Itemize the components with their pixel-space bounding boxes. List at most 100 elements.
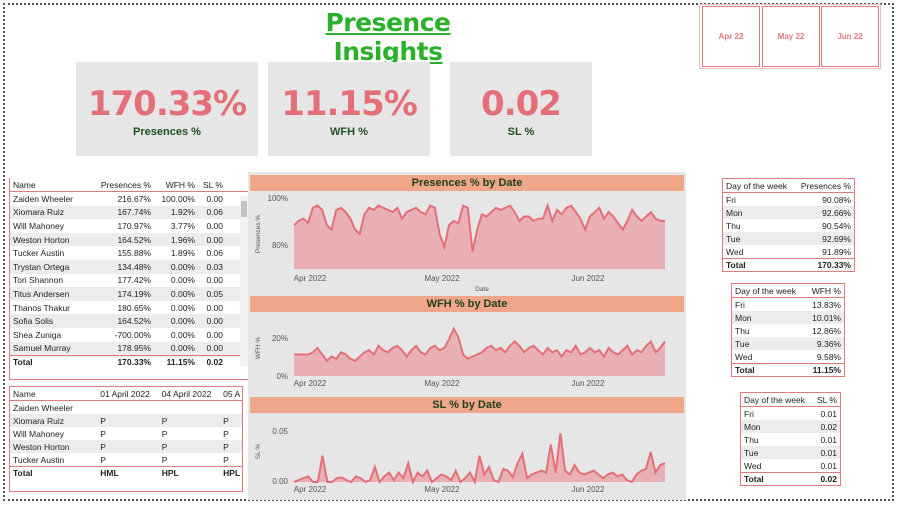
- table-row[interactable]: Tue 0.01: [741, 446, 840, 459]
- table-cell: 3.77%: [170, 220, 195, 231]
- table-cell: P: [161, 415, 168, 426]
- table-cell: 155.88%: [117, 248, 151, 259]
- table-row[interactable]: Will Mahoney 170.97% 3.77% 0.00: [10, 219, 249, 233]
- x-axis-label: Date: [475, 286, 489, 293]
- table-cell: Weston Horton: [13, 441, 70, 452]
- table-cell: 216.67%: [117, 193, 151, 204]
- table-header: Day of the week Presences %: [723, 179, 854, 193]
- column-header: Name: [13, 179, 36, 190]
- table-row[interactable]: Tori Shannon 177.42% 0.00% 0.00: [10, 274, 249, 288]
- table-cell: P: [100, 415, 106, 426]
- slicer-apr[interactable]: Apr 22: [702, 6, 760, 67]
- table-cell: Fri: [726, 194, 736, 205]
- table-row[interactable]: Zaiden Wheeler: [10, 401, 242, 414]
- table-total-row: Total 11.15%: [732, 363, 844, 376]
- table-cell: 180.65%: [117, 302, 151, 313]
- table-cell: 164.52%: [117, 234, 151, 245]
- table-cell: 177.42%: [117, 275, 151, 286]
- total-cell: HML: [100, 468, 119, 478]
- column-header: 01 April 2022: [100, 388, 150, 399]
- table-row[interactable]: Shea Zuniga -700.00% 0.00% 0.00: [10, 328, 249, 342]
- x-tick-label: May 2022: [424, 379, 460, 388]
- employee-table: Name Presences % WFH % SL % Zaiden Wheeler 21…: [9, 178, 249, 380]
- table-cell: Mon: [726, 207, 743, 218]
- y-tick-label: 100%: [268, 194, 288, 203]
- y-tick-label: 0.05: [272, 427, 288, 436]
- table-row[interactable]: Titus Andersen 174.19% 0.00% 0.05: [10, 287, 249, 301]
- chart-series-line[interactable]: [294, 326, 666, 363]
- table-row[interactable]: Mon 10.01%: [732, 311, 844, 324]
- kpi-presences-label: Presences %: [133, 126, 201, 138]
- table-cell: P: [161, 441, 168, 452]
- table-row[interactable]: Weston Horton 164.52% 1.96% 0.00: [10, 232, 249, 247]
- table-cell: 0.00: [206, 343, 223, 354]
- table-cell: 0.00: [206, 234, 223, 245]
- table-cell: 0.00%: [170, 316, 195, 327]
- table-cell: Sofia Solis: [13, 316, 54, 327]
- table-cell: 0.00%: [170, 275, 195, 286]
- table-row[interactable]: Thu 12.86%: [732, 324, 844, 337]
- column-header: Day of the week: [744, 394, 805, 405]
- table-cell: Thu: [726, 220, 741, 231]
- y-axis-label: SL %: [255, 444, 262, 460]
- chart-series-line[interactable]: [293, 433, 666, 486]
- slicer-may[interactable]: May 22: [762, 6, 820, 67]
- chart-title-sl: SL % by Date: [250, 397, 684, 413]
- table-row[interactable]: Weston Horton P P P: [10, 440, 242, 453]
- table-cell: P: [223, 454, 229, 465]
- table-row[interactable]: Xiomara Ruiz P P P: [10, 414, 242, 427]
- table-row[interactable]: Zaiden Wheeler 216.67% 100.00% 0.00: [10, 192, 249, 206]
- table-cell: Wed: [744, 460, 762, 471]
- total-cell: 0.02: [206, 357, 223, 368]
- table-cell: Mon: [744, 421, 761, 432]
- table-cell: 0.02: [820, 421, 837, 432]
- table-row[interactable]: Fri 90.08%: [723, 193, 854, 206]
- table-cell: Tue: [744, 447, 759, 458]
- table-row[interactable]: Tue 9.36%: [732, 337, 844, 350]
- table-row[interactable]: Xiomara Ruiz 167.74% 1.92% 0.06: [10, 205, 249, 220]
- table-cell: Tue: [726, 233, 741, 244]
- table-row[interactable]: Trystan Ortega 134.48% 0.00% 0.03: [10, 259, 249, 274]
- table-row[interactable]: Tucker Austin 155.88% 1.89% 0.06: [10, 246, 249, 260]
- table-row[interactable]: Mon 92.66%: [723, 206, 854, 219]
- sl-chart: 0.05 0.00 Apr 2022 May 2022 Jun 2022 SL %: [255, 427, 666, 494]
- dow-wfh-table: Day of the week WFH % Fri 13.83% Mon 10.01% Th…: [731, 283, 845, 377]
- attendance-table: Name 01 April 2022 04 April 2022 05 A Zaiden…: [9, 386, 243, 492]
- table-row[interactable]: Wed 0.01: [741, 459, 840, 472]
- table-row[interactable]: Tucker Austin P P P: [10, 453, 242, 466]
- total-cell: 11.15%: [812, 365, 841, 375]
- table-row[interactable]: Thanos Thakur 180.65% 0.00% 0.00: [10, 301, 249, 315]
- scrollbar-thumb[interactable]: [241, 201, 247, 217]
- table-cell: 0.00: [206, 220, 223, 231]
- chart-series-line[interactable]: [293, 202, 665, 252]
- table-cell: Fri: [744, 408, 754, 419]
- table-cell: Mon: [735, 312, 752, 323]
- table-row[interactable]: Mon 0.02: [741, 420, 840, 433]
- kpi-presences-value: 170.33%: [87, 84, 247, 124]
- table-cell: Thu: [744, 434, 759, 445]
- x-tick-label: May 2022: [424, 274, 460, 283]
- slicer-jun[interactable]: Jun 22: [821, 6, 879, 67]
- table-row[interactable]: Sofia Solis 164.52% 0.00% 0.00: [10, 314, 249, 328]
- table-row[interactable]: Tue 92.69%: [723, 232, 854, 245]
- table-row[interactable]: Thu 0.01: [741, 433, 840, 446]
- employee-table-scrollbar[interactable]: [240, 196, 248, 366]
- table-cell: P: [100, 441, 106, 452]
- y-tick-label: 80%: [272, 241, 288, 250]
- table-row[interactable]: Wed 91.89%: [723, 245, 854, 258]
- y-tick-label: 0%: [276, 372, 288, 381]
- total-cell: 170.33%: [117, 357, 151, 368]
- dow-sl-table: Day of the week SL % Fri 0.01 Mon 0.02 Thu 0.01…: [740, 392, 841, 486]
- table-cell: P: [223, 428, 229, 439]
- table-row[interactable]: Will Mahoney P P P: [10, 427, 242, 440]
- page-title: Presence Insights: [325, 8, 451, 66]
- table-row[interactable]: Fri 13.83%: [732, 298, 844, 311]
- table-header: Name 01 April 2022 04 April 2022 05 A: [10, 387, 242, 401]
- table-cell: Weston Horton: [13, 234, 70, 245]
- table-row[interactable]: Samuel Murray 178.95% 0.00% 0.00: [10, 341, 249, 356]
- table-row[interactable]: Wed 9.58%: [732, 350, 844, 363]
- table-cell: 0.01: [820, 434, 837, 445]
- table-row[interactable]: Fri 0.01: [741, 407, 840, 420]
- table-cell: P: [161, 454, 168, 465]
- table-row[interactable]: Thu 90.54%: [723, 219, 854, 232]
